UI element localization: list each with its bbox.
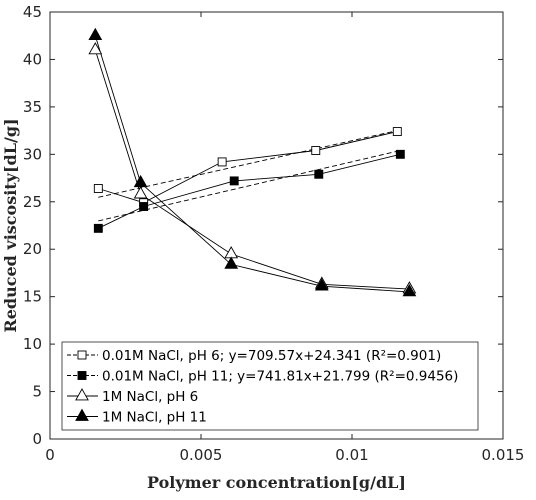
series-lines (94, 35, 410, 293)
data-point-marker (314, 169, 324, 179)
data-point-marker (311, 146, 321, 155)
y-axis-ticks: 0 5 10 15 20 25 30 35 40 45 (23, 3, 503, 448)
data-point-marker (217, 157, 227, 167)
data-point-marker (224, 246, 239, 259)
plot-frame (49, 11, 504, 440)
data-point-marker (402, 283, 417, 297)
y-tick-label: 25 (23, 193, 42, 211)
y-tick-label: 5 (32, 383, 42, 401)
data-point-marker (93, 223, 103, 233)
y-tick-label: 0 (32, 430, 42, 448)
data-point-marker (77, 371, 87, 380)
data-point-marker (93, 184, 103, 193)
y-tick-label: 35 (23, 98, 42, 116)
data-point-marker (77, 350, 87, 360)
legend-label: 1M NaCl, pH 6 (102, 389, 198, 405)
data-point-marker (75, 388, 89, 401)
data-point-marker (88, 42, 103, 55)
data-point-marker (88, 27, 103, 41)
y-tick-label: 30 (23, 145, 42, 163)
series-line (94, 49, 410, 290)
data-point-marker (395, 149, 405, 159)
legend-box (61, 341, 479, 431)
fit-line (98, 150, 401, 222)
data-point-marker (139, 202, 149, 211)
y-axis-title: Reduced viscosity[dL/g] (1, 118, 20, 332)
series-line (98, 153, 401, 229)
data-point-marker (392, 127, 402, 137)
fit-line (98, 130, 398, 198)
y-tick-label: 40 (23, 50, 42, 68)
fit-lines (98, 130, 401, 222)
y-tick-label: 10 (23, 335, 42, 353)
y-tick-label: 45 (23, 3, 42, 21)
series-markers (88, 27, 417, 297)
legend: 0.01M NaCl, pH 6; y=709.57x+24.341 (R²=0… (61, 341, 479, 431)
x-tick-label: 0.01 (335, 446, 368, 464)
data-point-marker (75, 408, 89, 421)
legend-label: 0.01M NaCl, pH 6; y=709.57x+24.341 (R²=0… (102, 348, 441, 364)
legend-label: 0.01M NaCl, pH 11; y=741.81x+21.799 (R²=… (102, 369, 458, 385)
x-tick-label: 0.015 (482, 446, 525, 464)
x-axis-title: Polymer concentration[g/dL] (147, 473, 406, 492)
data-point-marker (224, 256, 239, 269)
data-point-marker (229, 176, 239, 186)
data-point-marker (314, 278, 329, 291)
x-axis-ticks: 0 0.005 0.01 0.015 (45, 12, 524, 464)
y-tick-label: 20 (23, 240, 42, 258)
y-tick-label: 15 (23, 288, 42, 306)
data-point-marker (133, 186, 148, 199)
data-point-marker (133, 174, 148, 188)
x-tick-label: 0 (45, 446, 55, 464)
legend-label: 1M NaCl, pH 11 (102, 410, 207, 426)
x-tick-label: 0.005 (180, 446, 223, 464)
